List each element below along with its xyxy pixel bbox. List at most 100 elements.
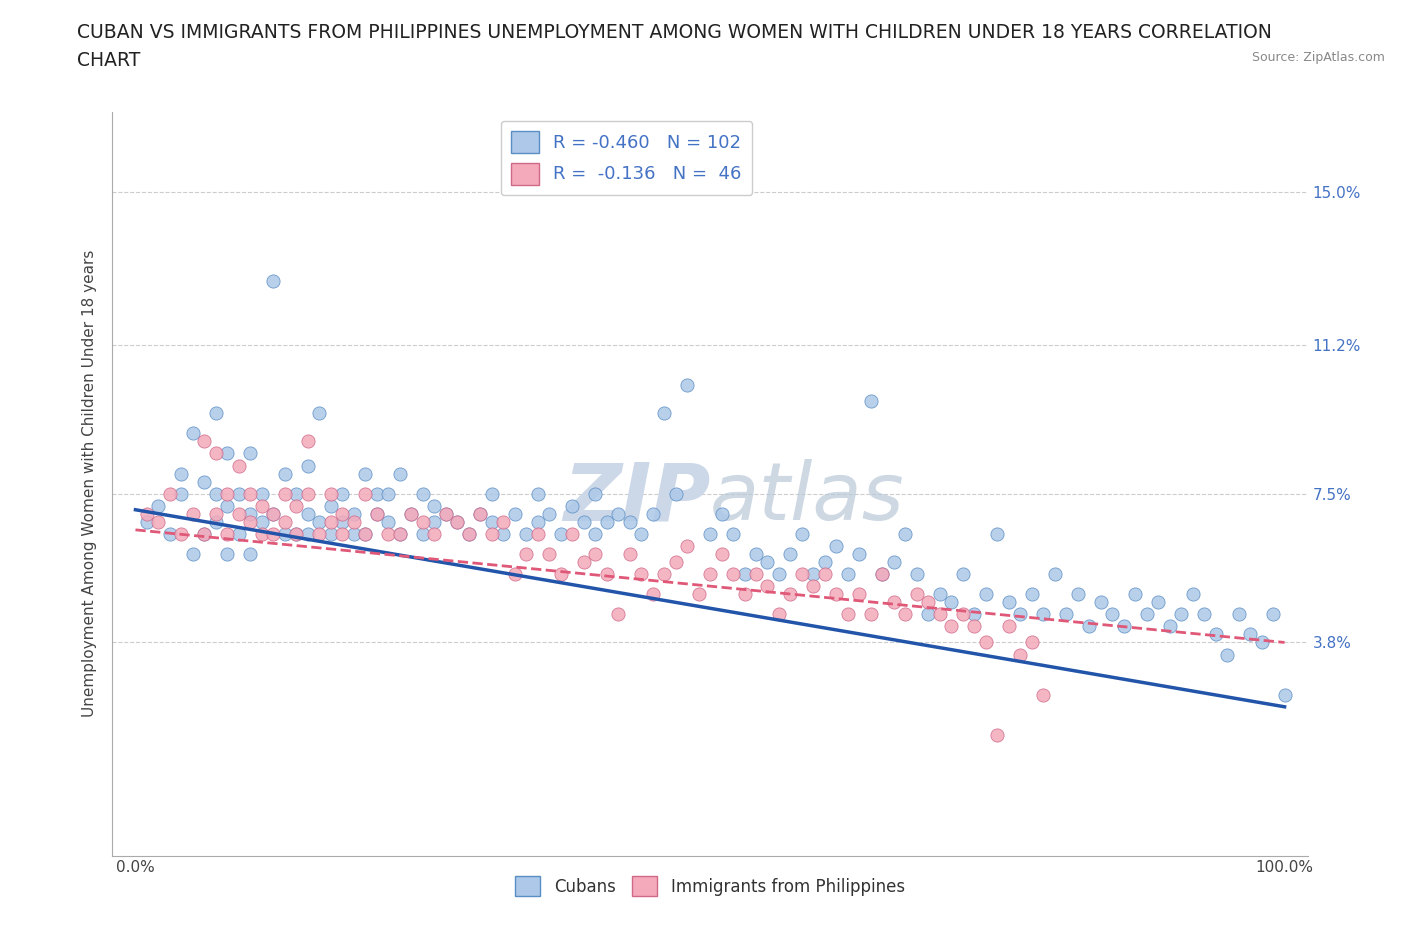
Point (1010, 607, 1032, 622)
Point (181, 506, 204, 521)
Point (239, 514, 262, 529)
Point (250, 486, 273, 501)
Point (170, 466, 193, 481)
Point (1112, 619, 1135, 634)
Point (619, 547, 641, 562)
Point (343, 506, 366, 521)
Point (181, 426, 204, 441)
Point (837, 607, 859, 622)
Point (366, 506, 388, 521)
Point (262, 506, 284, 521)
Point (388, 526, 411, 541)
Point (538, 547, 561, 562)
Point (366, 506, 388, 521)
Point (217, 446, 239, 461)
Point (1090, 595, 1112, 610)
Point (262, 526, 284, 541)
Point (779, 547, 801, 562)
Point (274, 514, 297, 529)
Point (136, 506, 159, 521)
Point (1067, 587, 1090, 602)
Point (193, 526, 215, 541)
Point (917, 595, 939, 610)
Point (446, 514, 468, 529)
Point (481, 526, 503, 541)
Point (1136, 607, 1159, 622)
Point (607, 607, 630, 622)
Point (1021, 635, 1043, 650)
Point (1261, 607, 1284, 622)
Point (1192, 607, 1215, 622)
Point (285, 526, 308, 541)
Point (217, 486, 239, 501)
Point (308, 526, 330, 541)
Point (1021, 587, 1043, 602)
Point (285, 498, 308, 513)
Point (974, 587, 997, 602)
Point (561, 498, 583, 513)
Point (228, 506, 250, 521)
Point (515, 547, 537, 562)
Text: CUBAN VS IMMIGRANTS FROM PHILIPPINES UNEMPLOYMENT AMONG WOMEN WITH CHILDREN UNDE: CUBAN VS IMMIGRANTS FROM PHILIPPINES UNE… (77, 23, 1272, 42)
Point (952, 566, 974, 581)
Point (803, 578, 825, 593)
Point (607, 506, 630, 521)
Point (297, 434, 319, 449)
Point (699, 526, 721, 541)
Point (181, 547, 204, 562)
Point (330, 486, 353, 501)
Point (297, 526, 319, 541)
Point (768, 607, 790, 622)
Point (941, 595, 963, 610)
Point (664, 486, 686, 501)
Point (297, 506, 319, 521)
Point (550, 566, 572, 581)
Point (550, 526, 572, 541)
Point (481, 514, 503, 529)
Point (1010, 647, 1032, 662)
Point (319, 486, 342, 501)
Point (974, 635, 997, 650)
Point (998, 595, 1021, 610)
Point (859, 393, 882, 408)
Point (330, 506, 353, 521)
Point (354, 466, 377, 481)
Point (688, 587, 710, 602)
Point (354, 486, 377, 501)
Point (619, 514, 641, 529)
Point (1054, 607, 1077, 622)
Point (1147, 595, 1170, 610)
Point (217, 547, 239, 562)
Point (526, 486, 548, 501)
Point (963, 607, 986, 622)
Point (872, 566, 894, 581)
Point (228, 526, 250, 541)
Point (745, 566, 768, 581)
Point (1032, 687, 1054, 702)
Point (721, 526, 744, 541)
Point (883, 554, 905, 569)
Point (1032, 607, 1054, 622)
Point (377, 486, 399, 501)
Point (457, 526, 479, 541)
Point (790, 566, 813, 581)
Point (434, 506, 457, 521)
Point (250, 526, 273, 541)
Point (205, 486, 228, 501)
Point (768, 566, 790, 581)
Point (412, 514, 434, 529)
Point (734, 587, 756, 602)
Point (388, 526, 411, 541)
Point (803, 566, 825, 581)
Y-axis label: Unemployment Among Women with Children Under 18 years: Unemployment Among Women with Children U… (82, 250, 97, 717)
Point (250, 514, 273, 529)
Point (561, 526, 583, 541)
Point (790, 526, 813, 541)
Point (205, 446, 228, 461)
Point (699, 566, 721, 581)
Point (423, 526, 446, 541)
Point (285, 486, 308, 501)
Point (148, 498, 170, 513)
Point (205, 514, 228, 529)
Point (423, 498, 446, 513)
